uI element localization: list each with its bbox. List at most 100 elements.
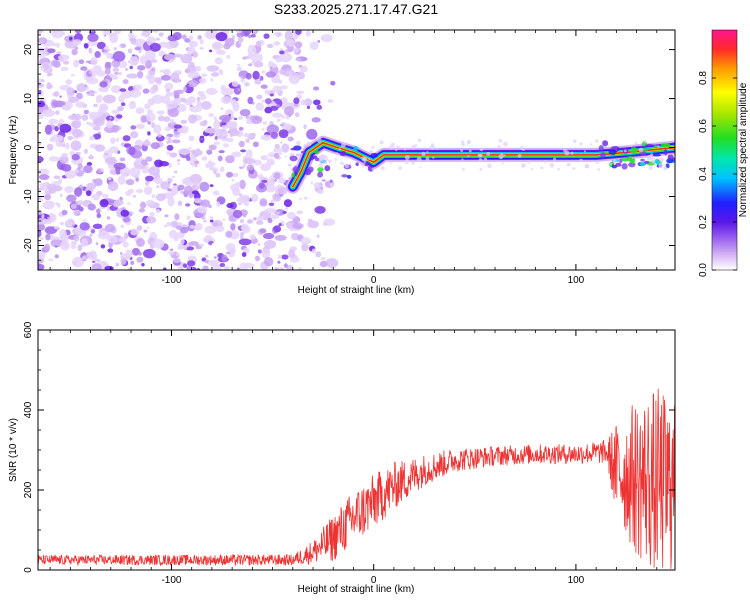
spectrogram-noise-blob (213, 170, 217, 175)
spectrogram-track-blob (630, 147, 638, 154)
spectrogram-noise-blob (118, 236, 127, 243)
spectrogram-noise-blob (215, 225, 225, 232)
spectrogram-noise-blob (215, 172, 221, 178)
spectrogram-noise-blob (259, 228, 267, 234)
spectrogram-noise-blob (174, 170, 178, 174)
spectrogram-noise-blob (45, 233, 51, 241)
spectrogram-noise-blob (77, 244, 83, 252)
spectrogram-noise-blob (151, 67, 156, 72)
spectrogram-halo-dot (321, 154, 325, 158)
spectrogram-noise-blob (253, 159, 262, 166)
spectrogram-noise-blob (203, 220, 207, 223)
spectrogram-noise-blob (272, 85, 282, 93)
spectrogram-noise-blob (92, 133, 102, 140)
spectrogram-noise-blob (75, 101, 86, 108)
spectrogram-halo-dot (610, 162, 613, 166)
spectrogram-noise-blob (136, 225, 143, 231)
spectrogram-noise-blob (189, 153, 195, 159)
spectrogram-noise-blob (170, 72, 180, 83)
spectrogram-halo-dot (371, 167, 375, 171)
spectrogram-noise-blob (166, 151, 171, 155)
spectrogram-noise-blob (70, 203, 77, 210)
spectrogram-noise-blob (152, 238, 165, 249)
spectrogram-noise-blob (86, 182, 97, 190)
spectrogram-halo-dot (572, 166, 576, 170)
spectrogram-noise-blob (273, 152, 280, 159)
spectrogram-noise-blob (185, 203, 191, 207)
spectrogram-halo-dot (585, 164, 589, 169)
spectrogram-noise-blob (44, 226, 58, 235)
spectrogram-noise-blob (136, 256, 144, 263)
spectrogram-halo-dot (380, 166, 385, 171)
spectrogram-noise-blob (274, 32, 283, 37)
spectrogram-halo-dot (650, 152, 653, 156)
spectrogram-noise-blob (270, 213, 280, 220)
spectrogram-halo-dot (663, 166, 668, 171)
spectrogram-noise-blob (220, 107, 223, 111)
spectrogram-noise-blob (110, 62, 115, 66)
spectrogram-noise-blob (307, 220, 320, 229)
spectrogram-noise-blob (275, 57, 283, 63)
spectrogram-noise-blob (208, 166, 215, 171)
spectrogram-noise-blob (237, 88, 241, 91)
spectrogram-noise-blob (39, 39, 45, 44)
colorbar-tick-label: 0.2 (698, 215, 709, 229)
spectrogram-halo-dot (432, 156, 435, 159)
spectrogram-noise-blob (317, 39, 321, 43)
spectrogram-noise-blob (260, 163, 272, 171)
spectrogram-noise-blob (53, 175, 61, 179)
spectrogram-noise-blob (300, 99, 306, 106)
spectrogram-noise-blob (86, 77, 99, 85)
spectrogram-noise-blob (177, 243, 185, 250)
spectrogram-noise-blob (233, 117, 238, 121)
spectrogram-noise-blob (313, 86, 320, 91)
spectrogram-noise-blob (53, 91, 60, 97)
spectrogram-noise-blob (194, 163, 198, 168)
spectrogram-frame (37, 29, 676, 271)
spectrogram-noise-blob (117, 107, 123, 112)
spectrogram-noise-blob (244, 201, 250, 207)
spectrogram-halo-dot (421, 151, 426, 156)
spectrogram-noise-blob (219, 262, 226, 267)
spectrogram-track-blob (621, 163, 628, 170)
spectrogram-track-blob (289, 155, 298, 162)
spectrogram-noise-blob (174, 53, 183, 58)
spectrogram-noise-blob (74, 169, 80, 174)
spectrogram-noise-blob (320, 257, 326, 261)
spectrogram-noise-blob (147, 74, 156, 85)
spectrogram-halo-dot (318, 163, 324, 169)
spectrogram-halo-dot (340, 161, 344, 165)
snr-y-axis-label: SNR (10 * v/v) (8, 418, 19, 482)
spectrogram-noise-blob (240, 149, 246, 153)
spectrogram-noise-blob (206, 65, 220, 72)
spectrogram-noise-blob (271, 75, 281, 84)
spectrogram-halo-dot (461, 167, 465, 171)
spectrogram-noise-blob (109, 73, 114, 79)
spectrogram-noise-blob (38, 168, 50, 175)
spectrogram-noise-blob (113, 30, 122, 35)
snr-plot-area (38, 330, 675, 570)
spectrogram-noise-blob (169, 152, 178, 158)
spectrogram-noise-blob (38, 30, 44, 34)
spectrogram-noise-blob (54, 254, 59, 259)
spectrogram-halo-dot (461, 142, 465, 147)
spectrogram-noise-blob (53, 60, 61, 68)
spectrogram-noise-blob (282, 68, 295, 77)
spectrogram-noise-blob (193, 197, 202, 204)
spectrogram-noise-blob (160, 181, 171, 190)
spectrogram-noise-blob (294, 112, 300, 118)
spectrogram-noise-blob (96, 168, 102, 174)
snr-y-tick-label: 400 (23, 401, 34, 418)
spectrogram-noise-blob (247, 96, 254, 105)
spectrogram-halo-dot (650, 158, 655, 162)
spectrogram-noise-blob (281, 254, 289, 260)
spectrogram-halo-dot (338, 148, 341, 151)
spectrogram-noise-blob (155, 193, 166, 202)
spectrogram-halo-dot (432, 144, 435, 147)
spectrogram-noise-blob (199, 181, 210, 192)
spectrogram-noise-blob (223, 143, 230, 148)
spectrogram-track-blob (292, 166, 300, 173)
spectrogram-noise-blob (50, 238, 63, 248)
spectrogram-noise-blob (95, 94, 103, 101)
spectrogram-noise-blob (138, 50, 142, 54)
